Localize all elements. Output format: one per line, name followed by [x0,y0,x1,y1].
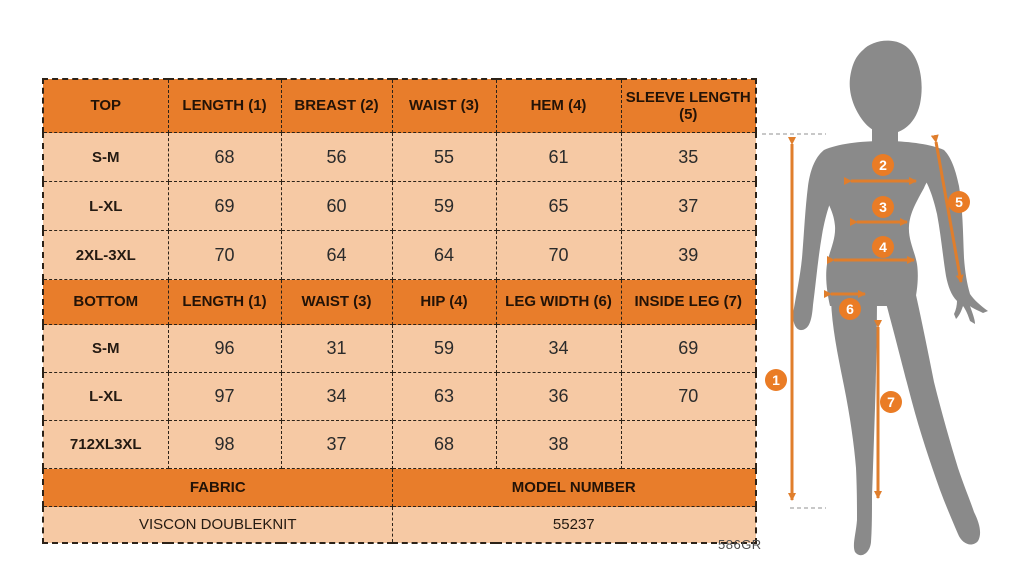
footer-values-row: VISCON DOUBLEKNIT 55237 [42,506,757,544]
footer-header-row: FABRIC MODEL NUMBER [42,468,757,507]
col-header-hem: HEM (4) [495,78,622,133]
cell-value: 31 [280,324,393,373]
top-header-row: TOP LENGTH (1) BREAST (2) WAIST (3) HEM … [42,78,757,133]
marker-number-4: 4 [879,239,887,255]
cell-value: 60 [280,181,393,231]
marker-number-5: 5 [955,194,963,210]
cell-value: 34 [280,372,393,421]
marker-circle-2 [872,154,894,176]
marker-circle-5 [948,191,970,213]
col-header-length: LENGTH (1) [167,279,282,325]
cell-value: 38 [495,420,622,469]
fabric-header: FABRIC [42,468,393,507]
table-row: S-M 96 31 59 34 69 [42,324,757,373]
col-header-waist: WAIST (3) [280,279,393,325]
col-header-length: LENGTH (1) [167,78,282,133]
marker-circle-3 [872,196,894,218]
size-label: 2XL-3XL [42,230,169,280]
col-header-sleeve-length: SLEEVE LENGTH (5) [620,78,757,133]
size-label: 712XL3XL [42,420,169,469]
col-header-inside-leg: INSIDE LEG (7) [620,279,757,325]
measurement-markers: 1 2 3 4 5 6 7 [765,154,970,413]
table-row: S-M 68 56 55 61 35 [42,132,757,182]
woman-silhouette-graphic [793,40,988,556]
cell-value: 35 [620,132,757,182]
cell-value: 63 [391,372,497,421]
cell-value: 68 [167,132,282,182]
style-code: 586GR [718,537,762,552]
cell-value: 37 [280,420,393,469]
marker-circle-6 [839,298,861,320]
cell-value: 39 [620,230,757,280]
cell-value: 34 [495,324,622,373]
cell-value [620,420,757,469]
marker-circle-7 [880,391,902,413]
cell-value: 64 [391,230,497,280]
marker-circle-1 [765,369,787,391]
table-row: 712XL3XL 98 37 68 38 [42,420,757,469]
cell-value: 56 [280,132,393,182]
col-header-breast: BREAST (2) [280,78,393,133]
cell-value: 59 [391,181,497,231]
cell-value: 70 [620,372,757,421]
cell-value: 70 [495,230,622,280]
col-header-hip: HIP (4) [391,279,497,325]
marker-number-2: 2 [879,157,887,173]
fabric-value: VISCON DOUBLEKNIT [42,506,393,544]
marker-number-6: 6 [846,301,854,317]
size-label: S-M [42,132,169,182]
cell-value: 70 [167,230,282,280]
cell-value: 98 [167,420,282,469]
col-header-leg-width: LEG WIDTH (6) [495,279,622,325]
model-number-header: MODEL NUMBER [391,468,757,507]
size-table: TOP LENGTH (1) BREAST (2) WAIST (3) HEM … [42,78,757,544]
cell-value: 61 [495,132,622,182]
measurement-figure: 1 2 3 4 5 6 7 [760,0,1024,567]
table-row: L-XL 69 60 59 65 37 [42,181,757,231]
marker-number-7: 7 [887,394,895,410]
marker-number-1: 1 [772,372,780,388]
sleeve-arrow [930,134,964,283]
cell-value: 97 [167,372,282,421]
table-row: L-XL 97 34 63 36 70 [42,372,757,421]
table-row: 2XL-3XL 70 64 64 70 39 [42,230,757,280]
size-label: L-XL [42,181,169,231]
col-header-bottom: BOTTOM [42,279,169,325]
cell-value: 55 [391,132,497,182]
marker-circle-4 [872,236,894,258]
cell-value: 59 [391,324,497,373]
col-header-waist: WAIST (3) [391,78,497,133]
cell-value: 96 [167,324,282,373]
cell-value: 69 [167,181,282,231]
model-number-value: 55237 [391,506,757,544]
cell-value: 36 [495,372,622,421]
marker-number-3: 3 [879,199,887,215]
cell-value: 37 [620,181,757,231]
bottom-header-row: BOTTOM LENGTH (1) WAIST (3) HIP (4) LEG … [42,279,757,325]
measurement-arrows [788,134,964,501]
size-label: S-M [42,324,169,373]
cell-value: 69 [620,324,757,373]
cell-value: 68 [391,420,497,469]
size-label: L-XL [42,372,169,421]
cell-value: 65 [495,181,622,231]
cell-value: 64 [280,230,393,280]
col-header-top: TOP [42,78,169,133]
